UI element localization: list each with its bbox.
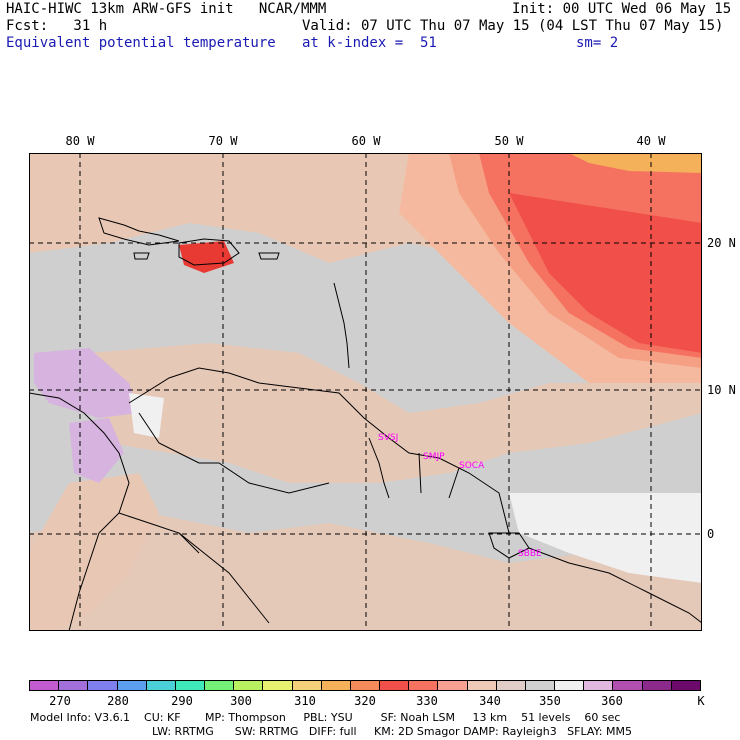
lon-label-80w: 80 W bbox=[65, 134, 95, 148]
colorbar-segment bbox=[321, 681, 351, 690]
hispaniola-red bbox=[179, 241, 234, 273]
hispaniola-coast bbox=[178, 238, 240, 266]
central-america-coast bbox=[29, 392, 130, 631]
lavender-region-2 bbox=[69, 418, 124, 483]
init-time: Init: 00 UTC Wed 06 May 15 bbox=[512, 1, 732, 17]
title-line: HAIC-HIWC 13km ARW-GFS init NCAR/MMM bbox=[6, 1, 327, 17]
colorbar-segment bbox=[117, 681, 147, 690]
colorbar-segment bbox=[467, 681, 497, 690]
amazon-delta bbox=[488, 532, 530, 559]
map-plot bbox=[29, 153, 702, 631]
guianas-borders bbox=[368, 437, 460, 499]
colorbar-tick: 280 bbox=[107, 694, 129, 708]
colorbar bbox=[29, 680, 701, 691]
jamaica-coast bbox=[133, 252, 150, 260]
station-sbbe: SBBE bbox=[518, 549, 542, 559]
colorbar-segment bbox=[671, 681, 700, 690]
peru-brazil-border bbox=[178, 532, 270, 624]
station-smjp: SMJP bbox=[423, 452, 445, 462]
colorbar-tick: 340 bbox=[479, 694, 501, 708]
cuba-coast bbox=[98, 217, 180, 246]
colorbar-segment bbox=[496, 681, 526, 690]
smoothing: sm= 2 bbox=[576, 35, 619, 51]
pale-region bbox=[509, 493, 702, 583]
colombia-venezuela-border bbox=[138, 412, 330, 494]
ecuador-border bbox=[118, 512, 200, 554]
lon-label-50w: 50 W bbox=[494, 134, 524, 148]
colorbar-segment bbox=[380, 681, 410, 690]
colorbar-unit: K bbox=[697, 694, 705, 708]
colorbar-segment bbox=[292, 681, 322, 690]
colorbar-segment bbox=[146, 681, 176, 690]
red-region bbox=[509, 193, 702, 353]
lat-label-10n: 10 N bbox=[707, 383, 736, 397]
brazil-coast bbox=[528, 547, 702, 624]
map-border bbox=[29, 153, 702, 631]
colorbar-segment bbox=[30, 681, 60, 690]
colorbar-segment bbox=[584, 681, 614, 690]
colorbar-segment bbox=[205, 681, 235, 690]
level-index: at k-index = 51 bbox=[302, 35, 437, 51]
tan-region-andes bbox=[29, 473, 159, 631]
colorbar-tick: 290 bbox=[171, 694, 193, 708]
lat-label-0: 0 bbox=[707, 527, 715, 541]
lat-label-20n: 20 N bbox=[707, 236, 736, 250]
colorbar-segment bbox=[409, 681, 439, 690]
colorbar-segment bbox=[234, 681, 264, 690]
colorbar-segment bbox=[350, 681, 381, 690]
colorbar-segment bbox=[88, 681, 118, 690]
lon-label-40w: 40 W bbox=[636, 134, 666, 148]
colorbar-tick: 330 bbox=[416, 694, 438, 708]
colorbar-segment bbox=[175, 681, 206, 690]
station-svsj: SVSJ bbox=[378, 433, 399, 443]
valid-time: Valid: 07 UTC Thu 07 May 15 (04 LST Thu … bbox=[302, 18, 724, 34]
model-info-line1: Model Info: V3.6.1 CU: KF MP: Thompson P… bbox=[30, 711, 621, 724]
colorbar-tick: 310 bbox=[294, 694, 316, 708]
station-soca: SOCA bbox=[459, 461, 485, 471]
colorbar-segment bbox=[59, 681, 89, 690]
tan-region-band bbox=[89, 343, 702, 483]
colorbar-segment bbox=[263, 681, 293, 690]
colorbar-segment bbox=[613, 681, 643, 690]
puerto-rico-coast bbox=[258, 252, 280, 260]
south-america-north-coast bbox=[128, 367, 510, 534]
colorbar-tick: 300 bbox=[230, 694, 252, 708]
colorbar-tick: 360 bbox=[601, 694, 623, 708]
colorbar-segment bbox=[555, 681, 585, 690]
lon-label-60w: 60 W bbox=[351, 134, 381, 148]
colorbar-segment bbox=[642, 681, 672, 690]
lon-label-70w: 70 W bbox=[208, 134, 238, 148]
pale-region-2 bbox=[129, 393, 164, 438]
colorbar-segment bbox=[438, 681, 468, 690]
light-orange-region bbox=[569, 153, 702, 173]
forecast-hour: Fcst: 31 h bbox=[6, 18, 108, 34]
field-name: Equivalent potential temperature bbox=[6, 35, 276, 51]
colorbar-segment bbox=[525, 681, 556, 690]
lesser-antilles bbox=[333, 282, 350, 369]
model-info-line2: LW: RRTMG SW: RRTMG DIFF: full KM: 2D Sm… bbox=[152, 725, 632, 738]
lavender-region bbox=[34, 348, 139, 418]
colorbar-tick: 350 bbox=[539, 694, 561, 708]
colorbar-tick: 270 bbox=[49, 694, 71, 708]
colorbar-tick: 320 bbox=[354, 694, 376, 708]
